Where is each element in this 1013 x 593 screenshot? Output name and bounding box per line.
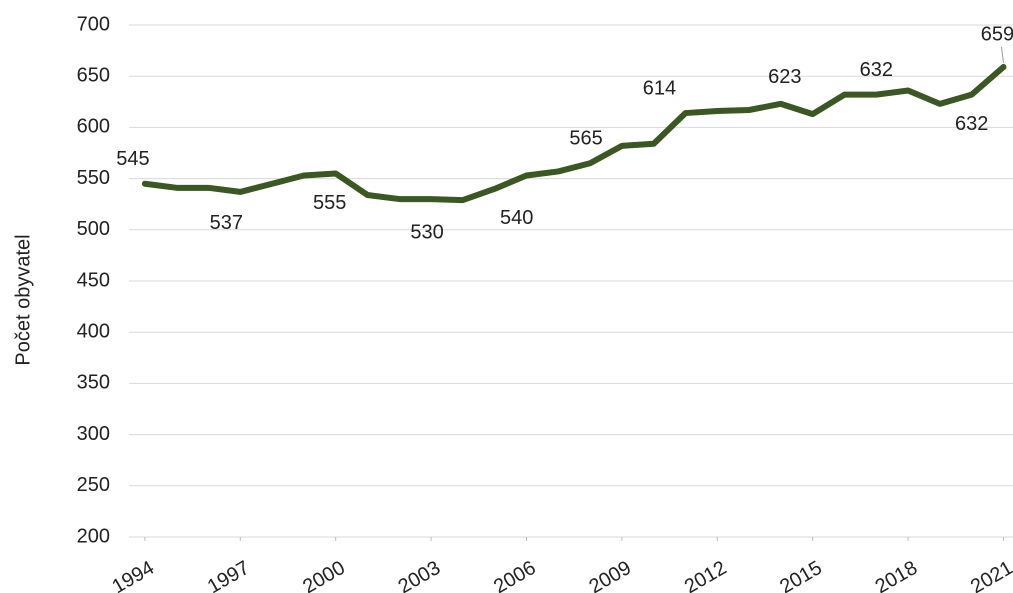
data-label: 530 <box>410 221 443 243</box>
y-tick-label: 250 <box>77 474 110 496</box>
y-axis-label: Počet obyvatel <box>12 234 34 365</box>
data-label: 623 <box>768 66 801 88</box>
data-label: 565 <box>569 128 602 150</box>
data-label: 545 <box>116 148 149 170</box>
x-tick-label: 2021 <box>967 557 1013 593</box>
x-tick-label: 2018 <box>872 557 922 593</box>
leader-line <box>1000 46 1004 64</box>
data-label: 614 <box>643 77 676 99</box>
data-label: 632 <box>955 113 988 135</box>
x-tick-label: 2012 <box>681 557 731 593</box>
y-tick-label: 400 <box>77 320 110 342</box>
x-tick-label: 2015 <box>776 557 826 593</box>
y-tick-label: 450 <box>77 269 110 291</box>
x-tick-label: 1994 <box>109 557 159 593</box>
y-tick-label: 500 <box>77 218 110 240</box>
x-tick-label: 2006 <box>490 557 540 593</box>
x-tick-label: 2003 <box>395 557 445 593</box>
data-label: 537 <box>210 212 243 234</box>
y-tick-label: 600 <box>77 116 110 138</box>
y-tick-label: 200 <box>77 525 110 547</box>
x-tick-label: 2000 <box>299 557 349 593</box>
data-label: 659 <box>981 23 1013 45</box>
y-tick-label: 300 <box>77 423 110 445</box>
data-label: 540 <box>500 207 533 229</box>
data-line <box>141 63 1007 204</box>
x-tick-label: 1997 <box>204 557 254 593</box>
x-tick-label: 2009 <box>585 557 635 593</box>
y-tick-label: 550 <box>77 167 110 189</box>
data-label: 555 <box>313 192 346 214</box>
y-tick-label: 700 <box>77 13 110 35</box>
y-tick-label: 350 <box>77 372 110 394</box>
data-label: 632 <box>860 59 893 81</box>
y-tick-label: 650 <box>77 64 110 86</box>
